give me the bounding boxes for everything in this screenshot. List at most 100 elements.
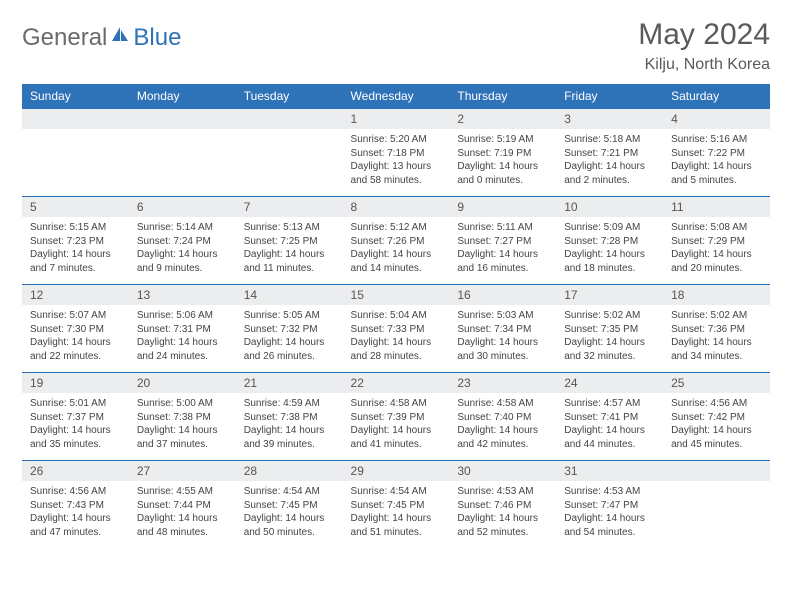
day-number-empty xyxy=(663,461,770,481)
sunset-line: Sunset: 7:42 PM xyxy=(671,411,762,425)
day-details: Sunrise: 5:16 AMSunset: 7:22 PMDaylight:… xyxy=(663,129,770,189)
calendar-cell: 20Sunrise: 5:00 AMSunset: 7:38 PMDayligh… xyxy=(129,373,236,461)
day-number: 15 xyxy=(343,285,450,305)
day-details: Sunrise: 5:01 AMSunset: 7:37 PMDaylight:… xyxy=(22,393,129,453)
day-number: 24 xyxy=(556,373,663,393)
sunrise-line: Sunrise: 5:12 AM xyxy=(351,221,442,235)
sunrise-line: Sunrise: 4:57 AM xyxy=(564,397,655,411)
day-number: 4 xyxy=(663,109,770,129)
sunrise-line: Sunrise: 5:15 AM xyxy=(30,221,121,235)
day-details: Sunrise: 4:53 AMSunset: 7:46 PMDaylight:… xyxy=(449,481,556,541)
day-number: 26 xyxy=(22,461,129,481)
daylight-line: Daylight: 14 hours and 42 minutes. xyxy=(457,424,548,451)
sunset-line: Sunset: 7:32 PM xyxy=(244,323,335,337)
day-details: Sunrise: 5:00 AMSunset: 7:38 PMDaylight:… xyxy=(129,393,236,453)
day-details: Sunrise: 5:02 AMSunset: 7:35 PMDaylight:… xyxy=(556,305,663,365)
sunrise-line: Sunrise: 5:02 AM xyxy=(671,309,762,323)
calendar-cell: 18Sunrise: 5:02 AMSunset: 7:36 PMDayligh… xyxy=(663,285,770,373)
sunrise-line: Sunrise: 4:59 AM xyxy=(244,397,335,411)
day-details: Sunrise: 4:58 AMSunset: 7:39 PMDaylight:… xyxy=(343,393,450,453)
sunset-line: Sunset: 7:45 PM xyxy=(351,499,442,513)
sunrise-line: Sunrise: 4:54 AM xyxy=(244,485,335,499)
calendar-cell: 16Sunrise: 5:03 AMSunset: 7:34 PMDayligh… xyxy=(449,285,556,373)
sunrise-line: Sunrise: 5:08 AM xyxy=(671,221,762,235)
sunset-line: Sunset: 7:24 PM xyxy=(137,235,228,249)
day-number: 23 xyxy=(449,373,556,393)
day-details: Sunrise: 5:02 AMSunset: 7:36 PMDaylight:… xyxy=(663,305,770,365)
calendar-week-row: 19Sunrise: 5:01 AMSunset: 7:37 PMDayligh… xyxy=(22,373,770,461)
sunrise-line: Sunrise: 5:06 AM xyxy=(137,309,228,323)
calendar-cell: 17Sunrise: 5:02 AMSunset: 7:35 PMDayligh… xyxy=(556,285,663,373)
weekday-tuesday: Tuesday xyxy=(236,84,343,109)
daylight-line: Daylight: 14 hours and 34 minutes. xyxy=(671,336,762,363)
title-block: May 2024 Kilju, North Korea xyxy=(638,18,770,74)
day-number: 13 xyxy=(129,285,236,305)
sunrise-line: Sunrise: 5:09 AM xyxy=(564,221,655,235)
sunrise-line: Sunrise: 5:04 AM xyxy=(351,309,442,323)
day-number: 11 xyxy=(663,197,770,217)
sunset-line: Sunset: 7:44 PM xyxy=(137,499,228,513)
day-number: 25 xyxy=(663,373,770,393)
calendar-cell: 9Sunrise: 5:11 AMSunset: 7:27 PMDaylight… xyxy=(449,197,556,285)
calendar-cell: 29Sunrise: 4:54 AMSunset: 7:45 PMDayligh… xyxy=(343,461,450,549)
day-number: 29 xyxy=(343,461,450,481)
day-details: Sunrise: 4:54 AMSunset: 7:45 PMDaylight:… xyxy=(236,481,343,541)
sunset-line: Sunset: 7:39 PM xyxy=(351,411,442,425)
calendar-week-row: 12Sunrise: 5:07 AMSunset: 7:30 PMDayligh… xyxy=(22,285,770,373)
sunset-line: Sunset: 7:33 PM xyxy=(351,323,442,337)
day-number: 2 xyxy=(449,109,556,129)
sunset-line: Sunset: 7:23 PM xyxy=(30,235,121,249)
day-details: Sunrise: 5:20 AMSunset: 7:18 PMDaylight:… xyxy=(343,129,450,189)
sunrise-line: Sunrise: 5:11 AM xyxy=(457,221,548,235)
day-number: 31 xyxy=(556,461,663,481)
day-number: 19 xyxy=(22,373,129,393)
day-number-empty xyxy=(129,109,236,129)
sunset-line: Sunset: 7:36 PM xyxy=(671,323,762,337)
sunrise-line: Sunrise: 4:58 AM xyxy=(351,397,442,411)
sunset-line: Sunset: 7:22 PM xyxy=(671,147,762,161)
day-details: Sunrise: 5:08 AMSunset: 7:29 PMDaylight:… xyxy=(663,217,770,277)
sunrise-line: Sunrise: 5:05 AM xyxy=(244,309,335,323)
daylight-line: Daylight: 14 hours and 51 minutes. xyxy=(351,512,442,539)
sunrise-line: Sunrise: 4:58 AM xyxy=(457,397,548,411)
daylight-line: Daylight: 14 hours and 30 minutes. xyxy=(457,336,548,363)
day-number: 8 xyxy=(343,197,450,217)
sunset-line: Sunset: 7:19 PM xyxy=(457,147,548,161)
calendar-cell: 12Sunrise: 5:07 AMSunset: 7:30 PMDayligh… xyxy=(22,285,129,373)
day-number: 16 xyxy=(449,285,556,305)
calendar-cell: 5Sunrise: 5:15 AMSunset: 7:23 PMDaylight… xyxy=(22,197,129,285)
daylight-line: Daylight: 14 hours and 24 minutes. xyxy=(137,336,228,363)
day-number: 20 xyxy=(129,373,236,393)
sunset-line: Sunset: 7:27 PM xyxy=(457,235,548,249)
calendar-cell: 11Sunrise: 5:08 AMSunset: 7:29 PMDayligh… xyxy=(663,197,770,285)
calendar-cell: 19Sunrise: 5:01 AMSunset: 7:37 PMDayligh… xyxy=(22,373,129,461)
calendar-cell: 13Sunrise: 5:06 AMSunset: 7:31 PMDayligh… xyxy=(129,285,236,373)
calendar-cell: 30Sunrise: 4:53 AMSunset: 7:46 PMDayligh… xyxy=(449,461,556,549)
weekday-wednesday: Wednesday xyxy=(343,84,450,109)
daylight-line: Daylight: 14 hours and 0 minutes. xyxy=(457,160,548,187)
sunset-line: Sunset: 7:25 PM xyxy=(244,235,335,249)
day-number: 12 xyxy=(22,285,129,305)
sunset-line: Sunset: 7:46 PM xyxy=(457,499,548,513)
day-details: Sunrise: 5:15 AMSunset: 7:23 PMDaylight:… xyxy=(22,217,129,277)
calendar-table: Sunday Monday Tuesday Wednesday Thursday… xyxy=(22,84,770,549)
calendar-cell: 14Sunrise: 5:05 AMSunset: 7:32 PMDayligh… xyxy=(236,285,343,373)
day-number-empty xyxy=(236,109,343,129)
day-details: Sunrise: 5:04 AMSunset: 7:33 PMDaylight:… xyxy=(343,305,450,365)
sunrise-line: Sunrise: 5:19 AM xyxy=(457,133,548,147)
sunset-line: Sunset: 7:21 PM xyxy=(564,147,655,161)
sunset-line: Sunset: 7:45 PM xyxy=(244,499,335,513)
location-label: Kilju, North Korea xyxy=(638,56,770,74)
daylight-line: Daylight: 14 hours and 18 minutes. xyxy=(564,248,655,275)
calendar-week-row: 5Sunrise: 5:15 AMSunset: 7:23 PMDaylight… xyxy=(22,197,770,285)
day-number: 3 xyxy=(556,109,663,129)
calendar-week-row: 26Sunrise: 4:56 AMSunset: 7:43 PMDayligh… xyxy=(22,461,770,549)
calendar-cell: 6Sunrise: 5:14 AMSunset: 7:24 PMDaylight… xyxy=(129,197,236,285)
weekday-header-row: Sunday Monday Tuesday Wednesday Thursday… xyxy=(22,84,770,109)
day-number: 28 xyxy=(236,461,343,481)
weekday-saturday: Saturday xyxy=(663,84,770,109)
day-details: Sunrise: 5:19 AMSunset: 7:19 PMDaylight:… xyxy=(449,129,556,189)
day-number: 27 xyxy=(129,461,236,481)
daylight-line: Daylight: 14 hours and 7 minutes. xyxy=(30,248,121,275)
calendar-cell: 10Sunrise: 5:09 AMSunset: 7:28 PMDayligh… xyxy=(556,197,663,285)
